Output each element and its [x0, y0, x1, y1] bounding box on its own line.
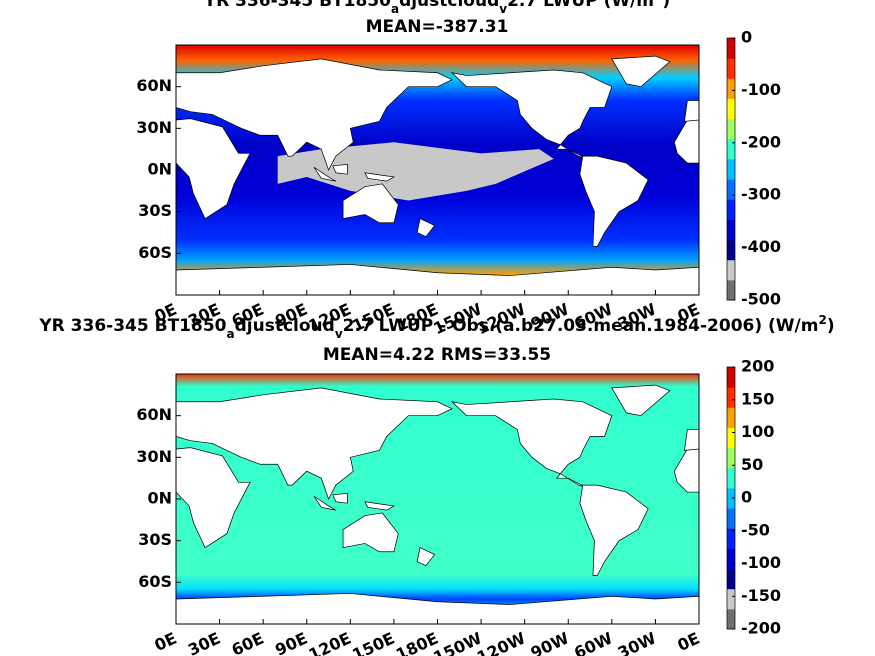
colorbar-segment — [727, 38, 735, 59]
x-tick-label: 30E — [185, 628, 223, 656]
colorbar-segment — [727, 367, 735, 388]
colorbar-segment — [727, 138, 735, 160]
colorbar-tick-label: -300 — [741, 185, 781, 204]
y-tick-label: 60S — [138, 572, 172, 591]
colorbar-segment — [727, 608, 735, 630]
x-tick-label: 60E — [229, 628, 267, 656]
colorbar-tick-label: 100 — [741, 422, 774, 441]
x-tick-label: 0E — [152, 628, 180, 655]
y-tick-label: 30N — [136, 118, 172, 137]
title-part: ) — [827, 316, 835, 336]
title-part: YR 336-345 BT1850 — [203, 0, 391, 11]
masked-region — [277, 142, 554, 201]
y-tick-label: 60N — [136, 76, 172, 95]
panel-title: YR 336-345 BT1850adjustcloudv2.7 LWUP - … — [38, 313, 834, 341]
colorbar-segment — [727, 78, 735, 99]
title-part: v — [499, 2, 507, 16]
title-part: djustcloud — [235, 316, 335, 336]
title-part: 2 — [654, 0, 662, 2]
panel-subtitle: MEAN=4.22 RMS=33.55 — [323, 345, 551, 365]
colorbar-segment — [727, 467, 735, 489]
colorbar-tick-label: 50 — [741, 455, 763, 474]
x-tick-label: 120E — [306, 628, 354, 656]
y-tick-label: 0N — [147, 489, 172, 508]
colorbar-segment — [727, 158, 735, 180]
colorbar-segment — [727, 179, 735, 200]
colorbar-tick-label: 150 — [741, 389, 774, 408]
title-part: 2 — [818, 313, 826, 327]
title-part: a — [391, 2, 399, 16]
colorbar-frame — [726, 37, 736, 301]
colorbar-segment — [727, 588, 735, 610]
colorbar-tick-label: -100 — [741, 553, 781, 572]
y-tick-label: 60N — [136, 405, 172, 424]
colorbar-segment — [727, 508, 735, 529]
colorbar-segment — [727, 447, 735, 469]
y-tick-label: 60S — [138, 243, 172, 262]
colorbar-tick-label: 0 — [741, 488, 752, 507]
y-tick-label: 30S — [138, 201, 172, 220]
panel-title: YR 336-345 BT1850adjustcloudv2.7 LWUP (W… — [203, 0, 670, 16]
colorbar-segment — [727, 58, 735, 79]
colorbar-tick-label: -50 — [741, 520, 770, 539]
x-tick-label: 90W — [528, 628, 573, 656]
colorbar-segment — [727, 118, 735, 140]
colorbar-segment — [727, 239, 735, 261]
y-tick-label: 30N — [136, 447, 172, 466]
colorbar-segment — [727, 98, 735, 120]
panel-subtitle: MEAN=-387.31 — [366, 17, 509, 37]
colorbar-tick-label: -150 — [741, 586, 781, 605]
title-part: ) — [662, 0, 670, 11]
colorbar-tick-label: 0 — [741, 28, 752, 47]
title-part: 2.7 LWUP - Obs.(a.b27.03.mean.1984-2006)… — [343, 316, 819, 336]
colorbar-segment — [727, 219, 735, 241]
y-tick-label: 0N — [147, 160, 172, 179]
colorbar-segment — [727, 568, 735, 590]
title-part: YR 336-345 BT1850 — [38, 316, 226, 336]
colorbar-segment — [727, 528, 735, 549]
colorbar-segment — [727, 199, 735, 220]
title-part: v — [335, 327, 343, 341]
x-tick-label: 30W — [615, 628, 660, 656]
colorbar-tick-label: -500 — [741, 290, 781, 309]
colorbar-segment — [727, 259, 735, 281]
title-part: djustcloud — [399, 0, 499, 11]
colorbar-tick-label: -200 — [741, 132, 781, 151]
colorbar-segment — [727, 427, 735, 449]
colorbar-tick-label: -100 — [741, 80, 781, 99]
colorbar-segment — [727, 487, 735, 509]
x-tick-label: 0E — [675, 628, 703, 655]
title-part: a — [227, 327, 235, 341]
colorbar-segment — [727, 387, 735, 408]
colorbar-tick-label: -400 — [741, 237, 781, 256]
colorbar-tick-label: 200 — [741, 357, 774, 376]
colorbar-segment — [727, 407, 735, 428]
y-tick-label: 30S — [138, 530, 172, 549]
colorbar-tick-label: -200 — [741, 619, 781, 638]
x-tick-label: 60W — [571, 628, 616, 656]
colorbar-segment — [727, 548, 735, 570]
colorbar-segment — [727, 279, 735, 301]
x-tick-label: 90E — [272, 628, 310, 656]
title-part: 2.7 LWUP (W/m — [507, 0, 654, 11]
x-tick-label: 150E — [349, 628, 397, 656]
